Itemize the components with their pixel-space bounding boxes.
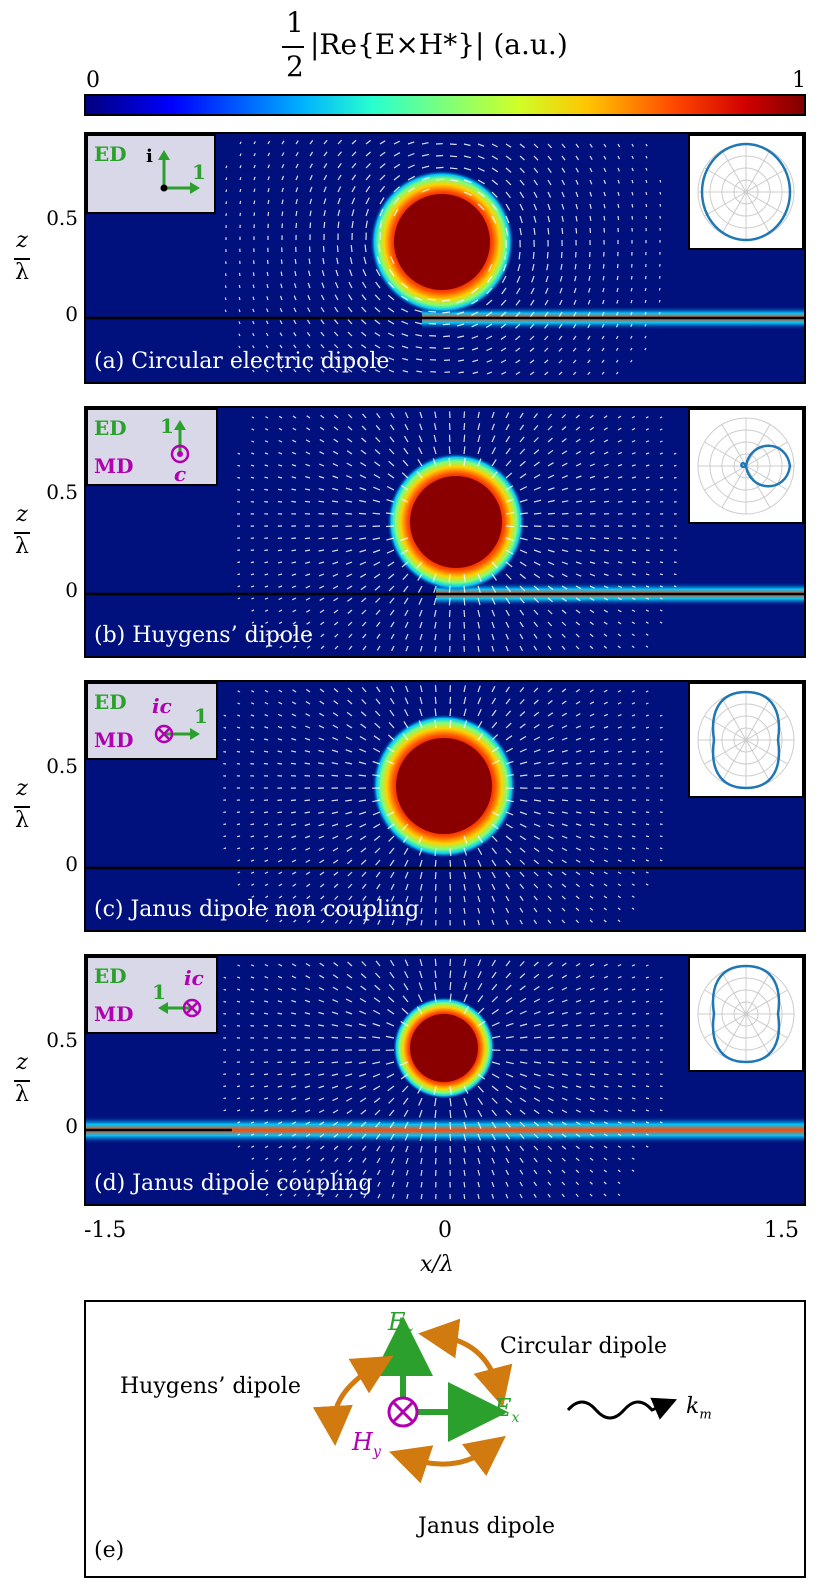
y-label-bar [14, 1080, 30, 1082]
x-tick-mid: 0 [438, 1218, 452, 1243]
y-tick-05: 0.5 [46, 206, 78, 230]
x-axis-label: x/λ [420, 1252, 454, 1277]
field-map-3 [86, 685, 804, 926]
dipole-inset: ED i 1 [86, 134, 216, 214]
md-label: MD [94, 1002, 134, 1026]
polar-plot [697, 142, 795, 242]
md-label: MD [94, 454, 134, 478]
dipole-inset: ED MD 1 ic [86, 956, 218, 1034]
y-label-lambda: λ [15, 260, 29, 285]
sphere-core [410, 476, 502, 568]
ed-arrow-top-label: i [146, 146, 153, 167]
x-tick-left: -1.5 [84, 1218, 127, 1243]
polar-plot [697, 690, 795, 790]
y-label-lambda: λ [15, 534, 29, 559]
md-symbol-label: ic [152, 694, 172, 718]
y-label-bar [14, 806, 30, 808]
ed-label: ED [94, 416, 127, 440]
md-symbol-label: c [174, 462, 187, 486]
y-tick-05: 0.5 [46, 1028, 78, 1052]
sphere-core [410, 1014, 478, 1082]
dipole-arrows [154, 724, 200, 744]
km-wave [566, 1397, 678, 1420]
polar-plot-inset [688, 134, 804, 250]
polar-plot [697, 417, 795, 515]
ed-label: ED [94, 142, 127, 166]
colorbar-title-expr: |Re{E×H*}| (a.u.) [310, 28, 568, 61]
y-label: z [16, 1050, 28, 1075]
km-label: km [686, 1394, 712, 1423]
colorbar-title-fraction-den: 2 [286, 50, 304, 83]
field-map-1 [86, 139, 804, 376]
panel-caption: (c) Janus dipole non coupling [94, 897, 420, 922]
y-label: z [16, 776, 28, 801]
y-label-bar [14, 532, 30, 534]
field-panel-1: ED i 1 [84, 132, 806, 384]
sphere-core [394, 194, 490, 290]
y-tick-0: 0 [65, 1114, 78, 1138]
field-map-4 [86, 958, 804, 1200]
y-tick-0: 0 [65, 302, 78, 326]
panel-e-label: (e) [94, 1538, 125, 1563]
ed-label: ED [94, 690, 127, 714]
ed-arrow-right-label: 1 [152, 980, 166, 1004]
ed-label: ED [94, 964, 127, 988]
ed-arrow-top-label: 1 [160, 414, 174, 438]
polar-plot-inset [688, 408, 804, 524]
circular-arc [418, 1318, 513, 1408]
panel-caption: (b) Huygens’ dipole [94, 623, 314, 648]
colorbar-title-fraction-num: 1 [286, 6, 304, 39]
ed-arrow-right-label: 1 [194, 704, 208, 728]
colorbar-max-label: 1 [792, 68, 806, 93]
y-tick-05: 0.5 [46, 754, 78, 778]
colorbar [84, 94, 806, 116]
colorbar-title-fraction-bar [282, 46, 304, 48]
field-panel-4: ED MD 1 ic [84, 954, 806, 1206]
dipole-arrows [158, 998, 202, 1018]
colorbar-title: 1 2 |Re{E×H*}| (a.u.) [282, 6, 622, 86]
dipole-inset: ED MD ic 1 [86, 682, 218, 760]
field-panel-3: ED MD ic 1 [84, 680, 806, 932]
x-tick-right: 1.5 [764, 1218, 799, 1243]
y-label-lambda: λ [15, 808, 29, 833]
diagram-svg [312, 1316, 678, 1484]
md-label: MD [94, 728, 134, 752]
sphere-core [396, 738, 492, 834]
panel-caption: (d) Janus dipole coupling [94, 1171, 373, 1196]
dipole-arrows [170, 420, 190, 464]
y-tick-05: 0.5 [46, 480, 78, 504]
y-tick-0: 0 [65, 578, 78, 602]
ex-label: Ex [494, 1394, 520, 1426]
y-label-lambda: λ [15, 1082, 29, 1107]
y-label: z [16, 228, 28, 253]
colorbar-min-label: 0 [86, 68, 100, 93]
hy-label: Hy [352, 1428, 381, 1460]
janus-dipole-label: Janus dipole [418, 1514, 556, 1539]
dipole-arrows [158, 150, 200, 194]
y-label: z [16, 502, 28, 527]
field-map-2 [86, 411, 804, 652]
polar-plot-inset [688, 956, 804, 1072]
huygens-dipole-label: Huygens’ dipole [120, 1374, 301, 1399]
panel-e-diagram: Ez Ex Hy Circular dipole Huygens’ dipole… [84, 1300, 806, 1578]
polar-plot-inset [688, 682, 804, 798]
circular-dipole-label: Circular dipole [500, 1334, 668, 1359]
polar-plot [697, 964, 795, 1064]
y-label-bar [14, 258, 30, 260]
janus-arc [389, 1435, 506, 1484]
huygens-arc [312, 1355, 394, 1446]
panel-caption: (a) Circular electric dipole [94, 349, 390, 374]
ez-label: Ez [388, 1308, 413, 1340]
ed-arrow-right-label: 1 [192, 160, 206, 184]
y-tick-0: 0 [65, 852, 78, 876]
md-symbol-label: ic [184, 966, 204, 990]
